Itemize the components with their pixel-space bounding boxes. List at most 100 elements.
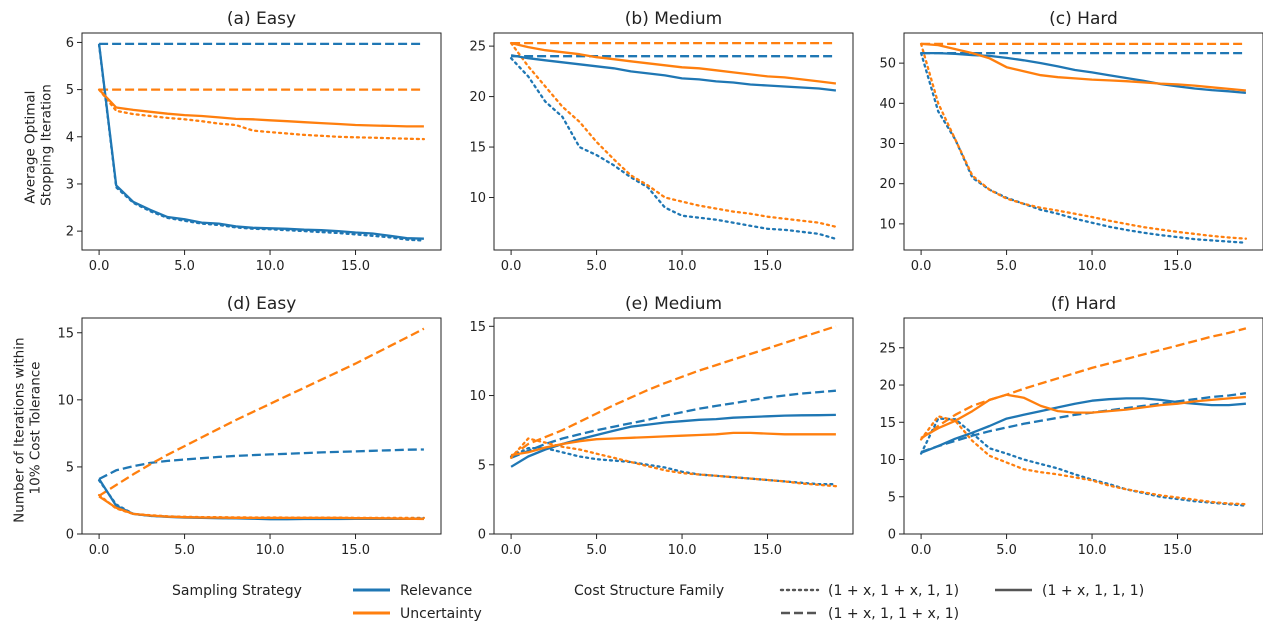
x-tick-label: 15.0	[753, 543, 782, 558]
x-tick-label: 10.0	[256, 543, 285, 558]
y-tick-label: 3	[66, 177, 74, 192]
y-tick-label: 10	[879, 453, 896, 468]
x-tick-label: 15.0	[1163, 543, 1192, 558]
x-tick-label: 15.0	[341, 259, 370, 274]
y-tick-label: 15	[469, 320, 486, 335]
y-tick-label: 0	[888, 528, 896, 543]
y-tick-label: 10	[879, 217, 896, 232]
y-tick-label: 5	[888, 490, 896, 505]
plot-frame	[81, 32, 442, 251]
chart-panel-6: (f) Hard 0.0 5.0 10.0 15.0 0 5 10 15 20 25	[879, 294, 1263, 558]
legend-cost-title: Cost Structure Family	[574, 583, 724, 599]
series-line-uncertainty-solid	[921, 42, 1247, 92]
legend-dotted-label: (1 + x, 1 + x, 1, 1)	[828, 583, 959, 599]
y-tick-label: 10	[469, 191, 486, 206]
series-line-uncertainty-solid	[98, 495, 424, 521]
x-tick-label: 0.0	[501, 259, 522, 274]
panel-title: (c) Hard	[1049, 9, 1118, 29]
chart-panel-2: (b) Medium 0.0 5.0 10.0 15.0 10 15 20 25	[469, 9, 854, 274]
plot-frame	[81, 317, 442, 535]
row-label-bottom-line1: Number of Iterations within	[11, 337, 27, 522]
series-line-uncertainty-dotted	[509, 437, 838, 488]
plot-frame	[903, 317, 1263, 535]
series-line-relevance-solid	[921, 51, 1247, 95]
chart-panel-4: (d) Easy 0.0 5.0 10.0 15.0 0 5 10 15	[57, 294, 442, 558]
series-line-uncertainty-solid	[510, 431, 836, 457]
y-tick-label: 15	[57, 326, 74, 341]
y-tick-label: 20	[879, 177, 896, 192]
x-tick-label: 0.0	[911, 259, 932, 274]
row-label-bottom: Number of Iterations within 10% Cost Tol…	[11, 333, 43, 523]
series-line-uncertainty-dashed	[920, 327, 1247, 440]
row-label-bottom-line2: 10% Cost Tolerance	[28, 362, 44, 495]
y-tick-label: 20	[469, 90, 486, 105]
series-line-relevance-dashed	[98, 448, 424, 481]
x-tick-label: 5.0	[996, 543, 1017, 558]
row-label-top-line2: Stopping Iteration	[39, 84, 55, 206]
x-tick-label: 15.0	[341, 543, 370, 558]
series-line-uncertainty-dotted	[509, 41, 838, 228]
panel-title: (f) Hard	[1051, 294, 1116, 314]
series-line-relevance-dotted	[509, 57, 838, 241]
series-line-relevance-dashed	[510, 389, 836, 459]
series-line-uncertainty-solid	[98, 88, 424, 128]
x-tick-label: 0.0	[501, 543, 522, 558]
x-tick-label: 5.0	[174, 259, 195, 274]
x-tick-label: 15.0	[753, 259, 782, 274]
y-tick-label: 15	[469, 141, 486, 156]
panel-title: (d) Easy	[227, 294, 297, 314]
panel-title: (e) Medium	[625, 294, 722, 314]
series-line-relevance-solid	[510, 54, 837, 92]
x-tick-label: 0.0	[89, 543, 110, 558]
series-line-relevance-solid	[920, 397, 1246, 454]
y-tick-label: 6	[66, 36, 74, 51]
legend-relevance-label: Relevance	[400, 583, 472, 599]
y-tick-label: 2	[66, 225, 74, 240]
x-tick-label: 15.0	[1163, 259, 1192, 274]
series-line-relevance-solid	[97, 43, 424, 240]
panels: (a) Easy 0.0 5.0 10.0 15.0 2 3 4 5 6 (b) Medium 0.0…	[57, 9, 1263, 558]
y-tick-label: 0	[66, 528, 74, 543]
legend-uncertainty-label: Uncertainty	[400, 606, 482, 622]
series-line-relevance-solid	[510, 413, 836, 468]
series-line-uncertainty-solid	[920, 393, 1246, 439]
y-tick-label: 25	[469, 40, 486, 55]
series-line-uncertainty-dotted	[919, 42, 1248, 240]
legend-dashed-label: (1 + x, 1, 1 + x, 1)	[828, 606, 959, 622]
x-tick-label: 0.0	[911, 543, 932, 558]
y-tick-label: 10	[469, 389, 486, 404]
x-tick-label: 10.0	[256, 259, 285, 274]
series-line-relevance-dotted	[919, 417, 1248, 507]
y-tick-label: 5	[66, 83, 74, 98]
x-tick-label: 5.0	[586, 543, 607, 558]
series-line-uncertainty-dotted	[919, 415, 1248, 506]
row-label-top: Average Optimal Stopping Iteration	[22, 84, 54, 206]
series-line-uncertainty-dotted	[97, 88, 426, 141]
y-tick-label: 20	[879, 379, 896, 394]
x-tick-label: 10.0	[668, 543, 697, 558]
y-tick-label: 10	[57, 393, 74, 408]
series-line-relevance-dotted	[919, 51, 1248, 244]
x-tick-label: 5.0	[996, 259, 1017, 274]
y-tick-label: 5	[66, 460, 74, 475]
y-tick-label: 0	[478, 528, 486, 543]
series-line-relevance-dashed	[920, 392, 1247, 454]
chart-panel-1: (a) Easy 0.0 5.0 10.0 15.0 2 3 4 5 6	[66, 9, 442, 274]
x-tick-label: 10.0	[1078, 543, 1107, 558]
x-tick-label: 10.0	[668, 259, 697, 274]
x-tick-label: 0.0	[89, 259, 110, 274]
y-tick-label: 30	[879, 137, 896, 152]
series-line-uncertainty-solid	[510, 41, 837, 85]
y-tick-label: 40	[879, 97, 896, 112]
series-line-relevance-solid	[98, 478, 424, 521]
panel-title: (b) Medium	[625, 9, 722, 29]
series-line-relevance-dotted	[97, 43, 426, 242]
chart-panel-5: (e) Medium 0.0 5.0 10.0 15.0 0 5 10 15	[469, 294, 854, 558]
legend-solid-label: (1 + x, 1, 1, 1)	[1042, 583, 1144, 599]
legend: Sampling Strategy Relevance Uncertainty …	[172, 583, 1144, 622]
series-line-relevance-dotted	[97, 479, 426, 520]
series-line-uncertainty-dashed	[98, 327, 425, 497]
x-tick-label: 10.0	[1078, 259, 1107, 274]
plot-frame	[493, 32, 854, 251]
